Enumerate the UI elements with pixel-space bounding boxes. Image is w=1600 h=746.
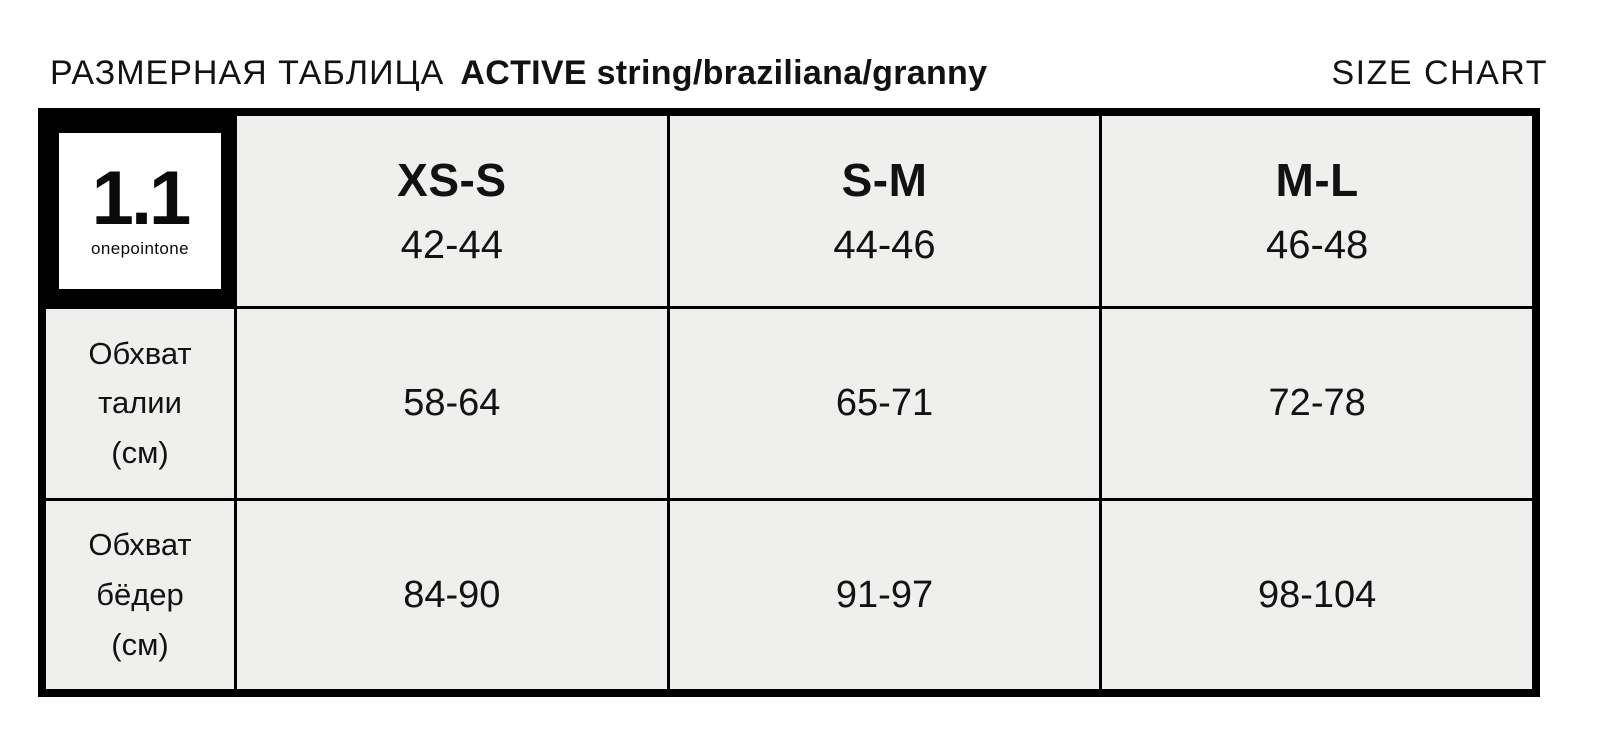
title-english: SIZE CHART [1331, 54, 1548, 92]
brand-logo: 1.1 onepointone [59, 133, 221, 289]
column-header-m-l: M-L 46-48 [1102, 116, 1532, 306]
waist-value-s-m: 65-71 [669, 309, 1100, 498]
size-label: S-M [841, 154, 928, 206]
measurement-value: 98-104 [1257, 573, 1377, 616]
waist-value-m-l: 72-78 [1102, 309, 1532, 498]
size-ru-label: 42-44 [400, 223, 503, 267]
measurement-value: 91-97 [835, 573, 934, 616]
size-ru-label: 46-48 [1266, 223, 1369, 267]
size-label: M-L [1275, 154, 1359, 206]
title-product-name: ACTIVE string/braziliana/granny [460, 54, 988, 92]
hips-value-s-m: 91-97 [669, 500, 1100, 689]
row-label: Обхват бёдер (см) [88, 527, 192, 662]
size-chart-table: 1.1 onepointone XS-S 42-44 S-M 44-46 M-L… [38, 108, 1540, 697]
waist-value-xs-s: 58-64 [237, 309, 667, 498]
size-ru-label: 44-46 [833, 223, 936, 267]
measurement-value: 72-78 [1268, 382, 1366, 425]
hips-value-xs-s: 84-90 [237, 500, 667, 689]
size-label: XS-S [397, 154, 507, 206]
measurement-value: 84-90 [403, 573, 501, 616]
measurement-value: 65-71 [835, 382, 934, 425]
title-left-group: РАЗМЕРНАЯ ТАБЛИЦА ACTIVE string/brazilia… [50, 56, 987, 90]
column-header-xs-s: XS-S 42-44 [237, 116, 667, 306]
measurement-value: 58-64 [403, 382, 501, 425]
row-header-waist: Обхват талии (см) [46, 309, 234, 498]
title-russian: РАЗМЕРНАЯ ТАБЛИЦА [50, 54, 445, 92]
row-label: Обхват талии (см) [88, 335, 192, 471]
row-header-hips: Обхват бёдер (см) [46, 500, 234, 689]
hips-value-m-l: 98-104 [1102, 500, 1532, 689]
brand-logo-name: onepointone [91, 238, 189, 258]
titlebar: РАЗМЕРНАЯ ТАБЛИЦА ACTIVE string/brazilia… [50, 56, 1548, 90]
column-header-s-m: S-M 44-46 [669, 116, 1100, 306]
logo-cell: 1.1 onepointone [46, 116, 234, 306]
brand-logo-mark: 1.1 [91, 156, 192, 242]
